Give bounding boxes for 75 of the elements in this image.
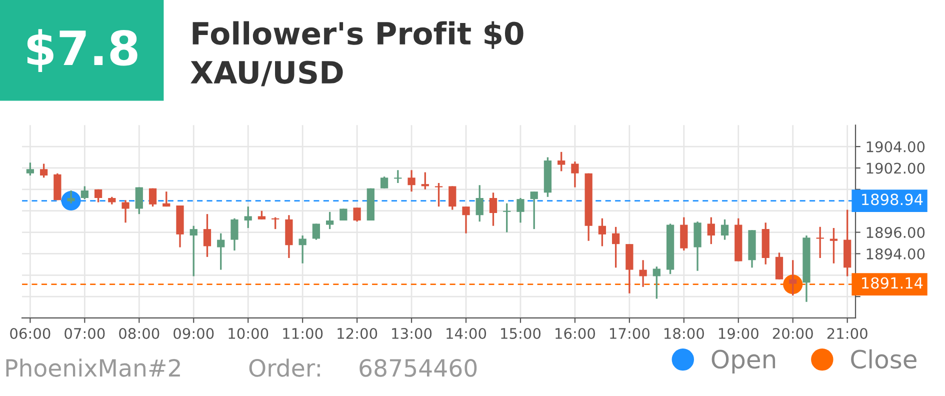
candlestick xyxy=(298,234,306,264)
candlestick xyxy=(353,206,361,222)
y-tick-label: 1904.00 xyxy=(866,141,925,152)
x-tick-label: 10:00 xyxy=(228,328,268,339)
x-tick-label: 21:00 xyxy=(827,328,868,339)
x-tick-label: 08:00 xyxy=(119,328,160,339)
candlestick xyxy=(652,266,660,300)
text: Order: xyxy=(249,358,320,377)
candlestick xyxy=(394,169,402,184)
candlestick xyxy=(530,190,538,230)
text: 68754460 xyxy=(360,358,477,377)
x-tick-label: 18:00 xyxy=(664,328,704,339)
y-tick-label: 1896.00 xyxy=(866,226,925,238)
x-tick-label: 11:00 xyxy=(283,328,323,339)
text: $7.8 xyxy=(27,29,138,72)
candlestick xyxy=(230,218,238,252)
y-tick-label: 1894.00 xyxy=(866,248,925,260)
candlestick xyxy=(148,188,157,208)
candlestick xyxy=(476,184,484,222)
candlestick xyxy=(122,199,130,224)
candlestick xyxy=(516,197,524,224)
y-tick-label: 1902.00 xyxy=(866,162,925,174)
candlestick xyxy=(448,185,456,211)
legend-label: Close xyxy=(851,349,916,369)
candlestick xyxy=(680,216,688,252)
x-tick-label: 19:00 xyxy=(718,328,758,339)
candlestick xyxy=(558,151,566,172)
candlestick xyxy=(503,202,511,234)
candlestick xyxy=(312,222,320,241)
x-tick-label: 15:00 xyxy=(501,328,541,339)
candlestick xyxy=(720,218,729,241)
candlestick xyxy=(612,226,620,268)
candlestick xyxy=(421,171,429,190)
candlestick xyxy=(434,182,443,208)
candlestick xyxy=(190,225,198,278)
candlestick xyxy=(340,208,348,222)
candlestick xyxy=(244,206,252,229)
x-tick-label: 09:00 xyxy=(174,328,214,339)
candlestick xyxy=(162,190,170,208)
x-tick-label: 07:00 xyxy=(64,328,105,339)
candlestick xyxy=(326,211,334,230)
candlestick xyxy=(67,190,75,204)
candlestick xyxy=(380,176,388,190)
candlestick xyxy=(217,232,225,271)
x-tick-label: 16:00 xyxy=(556,328,595,339)
ref-line-label: 1898.94 xyxy=(862,194,923,206)
candlestick xyxy=(489,192,498,227)
text: PhoenixMan#2 xyxy=(6,358,180,377)
x-tick-label: 14:00 xyxy=(446,328,486,339)
candlestick xyxy=(775,252,784,280)
legend-label: Open xyxy=(712,350,776,374)
candlestick xyxy=(571,160,579,188)
candlestick xyxy=(40,162,48,178)
x-tick-label: 20:00 xyxy=(772,328,813,339)
candlestick xyxy=(26,162,34,176)
candlestick xyxy=(94,188,102,204)
x-tick-label: 12:00 xyxy=(338,328,378,339)
candlestick xyxy=(639,259,647,288)
candlestick xyxy=(80,185,88,200)
candlestick xyxy=(272,216,280,230)
candlestick xyxy=(408,169,416,192)
candlestick xyxy=(135,186,143,215)
candlestick xyxy=(462,206,470,234)
candlestick xyxy=(789,259,797,296)
x-tick-label: 17:00 xyxy=(610,328,650,339)
x-tick-label: 13:00 xyxy=(392,328,432,339)
chart-title: Follower's Profit $0 xyxy=(192,21,524,49)
candlestick xyxy=(816,226,824,259)
candlestick xyxy=(598,218,606,248)
ref-line-label: 1891.14 xyxy=(862,277,923,289)
candlestick xyxy=(707,216,715,245)
x-tick-label: 06:00 xyxy=(10,328,50,339)
candlestick xyxy=(203,213,212,258)
chart-subtitle: XAU/USD xyxy=(190,60,343,86)
candlestick xyxy=(830,227,838,264)
